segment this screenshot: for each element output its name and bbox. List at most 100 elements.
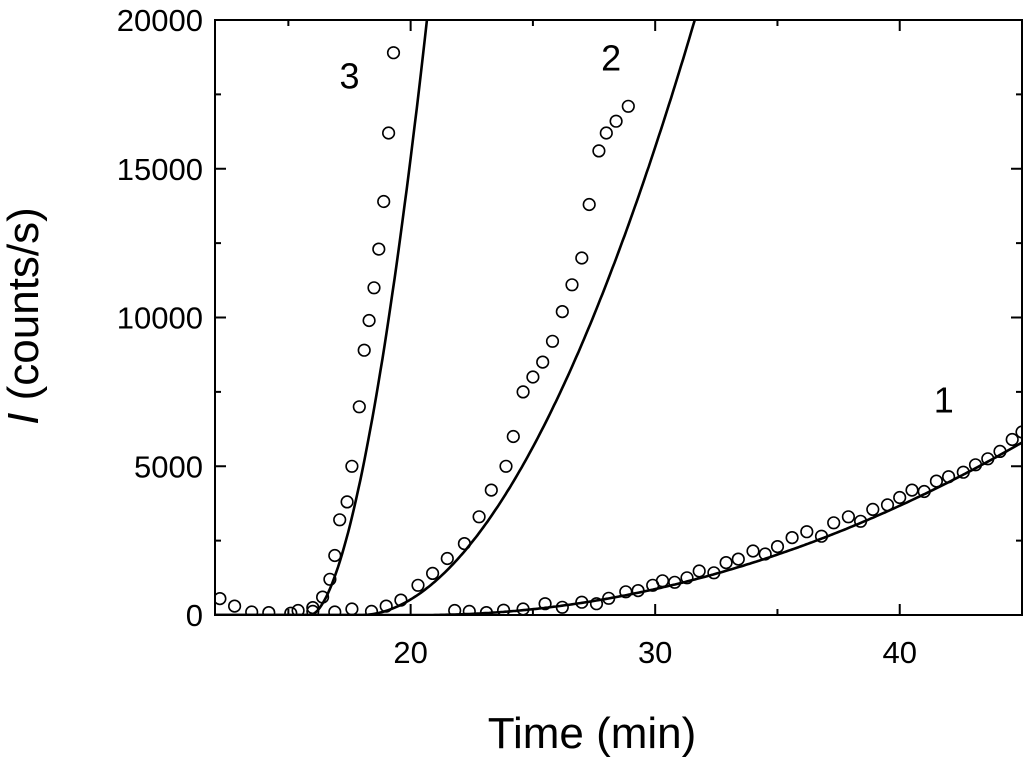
data-point-series-3 xyxy=(316,590,330,604)
data-point-series-1 xyxy=(619,585,633,599)
data-point-series-3 xyxy=(328,548,342,563)
data-point-series-2 xyxy=(499,459,513,473)
data-point-series-2 xyxy=(555,305,569,319)
y-axis-title-text: (counts/s) xyxy=(0,207,48,412)
data-point-series-3 xyxy=(362,313,376,328)
data-point-series-3 xyxy=(306,600,320,615)
data-point-series-3 xyxy=(386,46,401,60)
data-point-series-1 xyxy=(479,606,493,615)
data-point-series-1 xyxy=(893,490,907,505)
data-point-series-1 xyxy=(462,604,476,615)
data-point-series-1 xyxy=(707,566,721,580)
data-point-series-1 xyxy=(1005,432,1019,447)
x-tick-label: 30 xyxy=(638,635,672,670)
data-point-series-3 xyxy=(291,603,305,615)
data-point-series-1 xyxy=(968,458,983,472)
curve-label-1: 1 xyxy=(934,380,954,421)
data-point-series-1 xyxy=(785,530,799,545)
data-point-series-1 xyxy=(589,597,604,611)
data-point-series-2 xyxy=(592,144,606,158)
data-point-series-1 xyxy=(993,444,1007,459)
data-point-series-1 xyxy=(758,547,772,561)
data-point-series-2 xyxy=(506,429,520,444)
data-point-series-3 xyxy=(323,572,337,586)
data-point-series-1 xyxy=(800,525,814,539)
data-point-series-3 xyxy=(345,459,359,473)
fit-curves xyxy=(215,20,1022,615)
data-point-series-1 xyxy=(719,555,733,570)
data-point-series-1 xyxy=(1015,425,1022,439)
plot-frame xyxy=(214,19,1023,616)
data-point-series-2 xyxy=(545,334,560,348)
data-point-series-1 xyxy=(841,510,856,524)
data-point-series-2 xyxy=(364,604,379,615)
x-tick-label: 40 xyxy=(882,635,916,670)
data-point-series-1 xyxy=(448,603,462,615)
y-tick-label: 20000 xyxy=(117,3,203,38)
data-point-series-2 xyxy=(411,578,425,592)
data-point-series-2 xyxy=(245,605,259,615)
data-point-series-1 xyxy=(575,595,589,609)
data-point-series-1 xyxy=(814,529,829,543)
data-point-series-2 xyxy=(215,592,227,606)
data-point-series-2 xyxy=(284,606,298,615)
data-point-series-2 xyxy=(484,483,498,497)
data-point-series-2 xyxy=(599,126,613,140)
data-point-series-2 xyxy=(394,593,408,607)
data-point-series-2 xyxy=(536,355,550,369)
fit-curve-1 xyxy=(215,441,1022,615)
data-point-series-3 xyxy=(340,495,354,509)
data-point-series-1 xyxy=(853,514,868,528)
data-point-series-2 xyxy=(440,551,454,566)
data-point-series-1 xyxy=(827,516,841,530)
data-point-series-3 xyxy=(377,194,391,209)
data-point-series-2 xyxy=(472,510,486,524)
data-point-series-1 xyxy=(770,539,785,554)
y-tick-label: 0 xyxy=(186,598,203,633)
data-points xyxy=(215,46,1022,615)
curve-labels: 1 2 3 xyxy=(339,38,953,421)
data-point-series-1 xyxy=(929,474,944,488)
data-point-series-1 xyxy=(497,603,511,615)
data-point-series-1 xyxy=(538,597,552,611)
data-point-series-2 xyxy=(379,599,393,613)
data-point-series-1 xyxy=(680,571,694,585)
data-point-series-3 xyxy=(382,126,396,140)
curve-label-2: 2 xyxy=(601,38,621,79)
data-point-series-2 xyxy=(457,536,472,551)
data-point-series-1 xyxy=(905,483,919,497)
data-point-series-2 xyxy=(621,99,635,113)
data-point-series-2 xyxy=(516,385,530,399)
data-point-series-2 xyxy=(526,370,540,384)
tick-labels: 20 30 40 0 5000 10000 15000 20000 xyxy=(117,3,917,670)
data-point-series-3 xyxy=(372,242,386,256)
data-point-series-2 xyxy=(228,599,242,613)
y-axis-title: I (counts/s) xyxy=(0,207,48,425)
data-point-series-1 xyxy=(631,583,645,598)
data-point-series-1 xyxy=(866,502,880,517)
axes xyxy=(214,19,1023,616)
data-point-series-1 xyxy=(602,591,616,605)
data-point-series-2 xyxy=(609,114,623,128)
data-point-series-1 xyxy=(941,470,956,484)
data-point-series-2 xyxy=(565,278,579,292)
data-point-series-1 xyxy=(692,564,706,578)
data-point-series-2 xyxy=(345,602,359,615)
data-point-series-2 xyxy=(328,605,342,615)
y-axis-title-italic: I xyxy=(0,413,48,425)
data-point-series-1 xyxy=(917,484,931,499)
data-point-series-1 xyxy=(731,552,745,566)
fit-curve-3 xyxy=(215,20,429,615)
data-point-series-1 xyxy=(981,452,995,466)
data-point-series-2 xyxy=(582,197,596,212)
data-point-series-1 xyxy=(668,575,682,589)
data-point-series-2 xyxy=(575,251,589,265)
x-axis-title: Time (min) xyxy=(488,709,697,758)
data-point-series-2 xyxy=(262,606,276,615)
data-point-series-3 xyxy=(367,281,381,295)
data-point-series-1 xyxy=(880,498,895,512)
data-point-series-3 xyxy=(333,513,347,527)
y-tick-label: 5000 xyxy=(134,449,203,484)
data-point-series-2 xyxy=(426,566,440,581)
